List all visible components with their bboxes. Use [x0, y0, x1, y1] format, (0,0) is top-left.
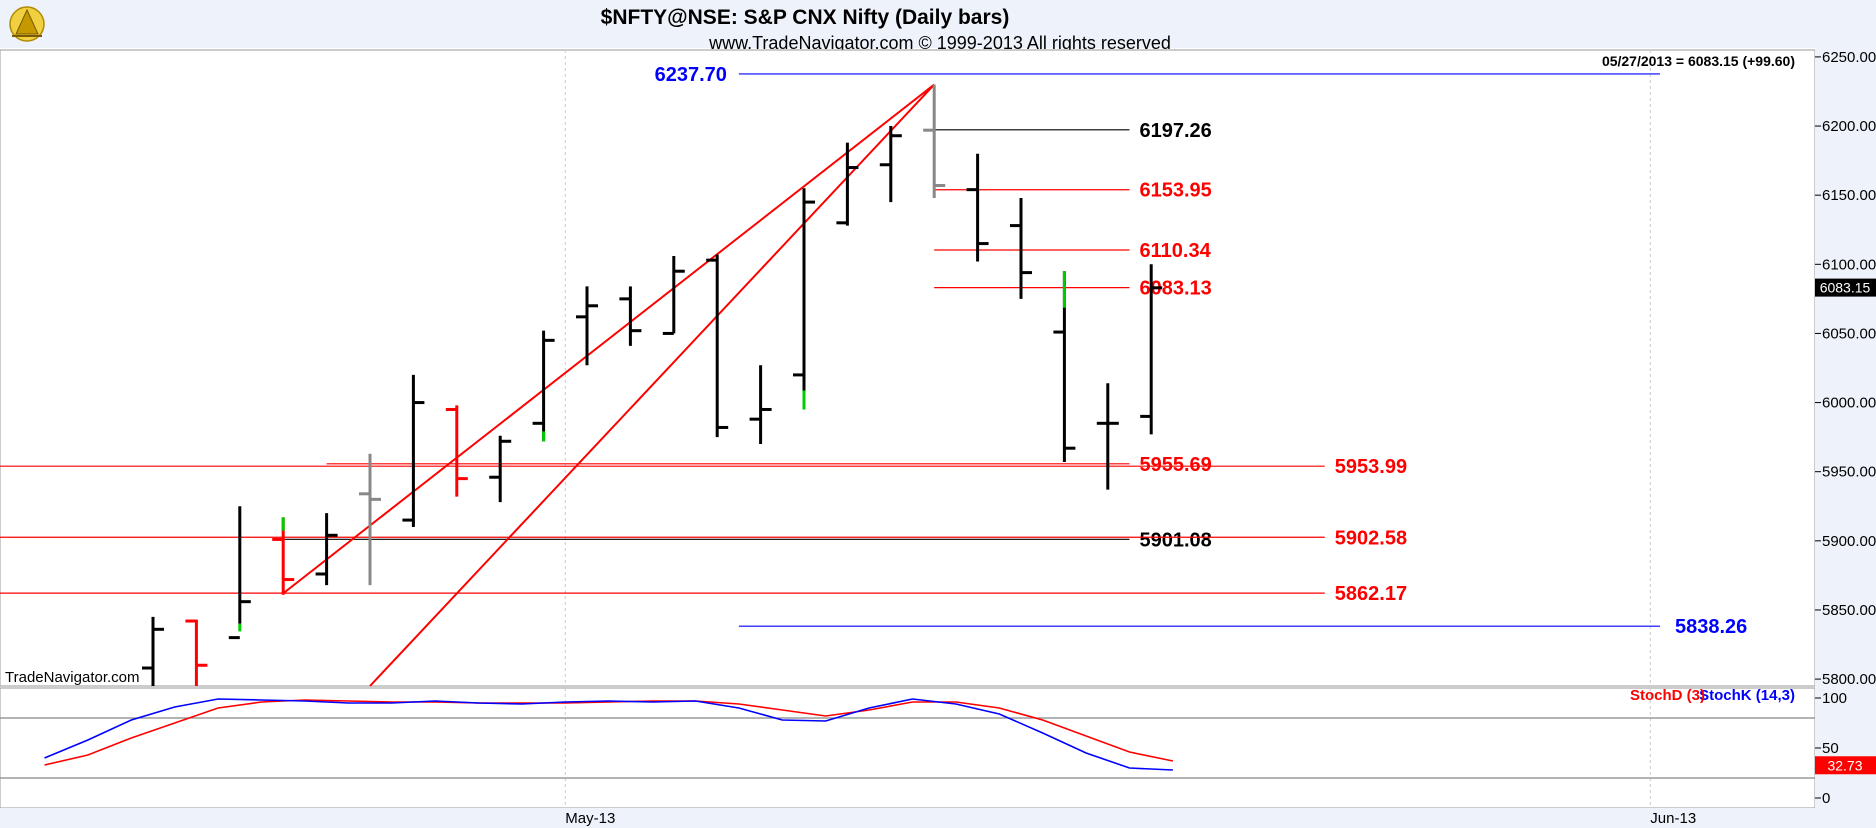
date-axis: May-13 Jun-13 — [565, 810, 1696, 827]
chart-copyright: www.TradeNavigator.com © 1999-2013 All r… — [708, 33, 1171, 53]
price-bar — [1010, 197, 1032, 299]
level-label: 6237.70 — [655, 64, 727, 86]
trendline — [282, 83, 935, 595]
stoch-legend-entry: StochD (3) — [1630, 687, 1705, 704]
date-axis-label: May-13 — [565, 810, 615, 827]
right-axis-band — [1815, 48, 1876, 808]
price-bar — [272, 517, 295, 595]
trendline — [369, 83, 935, 687]
price-bar — [619, 286, 642, 346]
watermark: TradeNavigator.com — [5, 669, 140, 686]
price-panel-frame — [0, 49, 1816, 687]
stoch-legend: StochK (14,3)StochD (3) — [1630, 687, 1795, 704]
price-grid — [564, 50, 1651, 686]
logo-icon — [9, 6, 45, 42]
header-band — [0, 0, 1876, 48]
price-bar — [749, 365, 772, 445]
date-axis-band — [0, 808, 1876, 828]
stoch-axis-label: 0 — [1822, 790, 1830, 807]
level-label: 6110.34 — [1140, 240, 1212, 262]
price-bar — [576, 286, 598, 366]
price-bar — [142, 616, 164, 686]
level-label: 6153.95 — [1140, 180, 1212, 202]
price-axis: 5800.00 5850.00 5900.00 5950.00 6000.00 6050.… — [1815, 49, 1876, 688]
price-bar — [445, 405, 468, 497]
price-bar — [706, 254, 729, 438]
stoch-axis: 0 50 100 — [1815, 690, 1847, 807]
price-bar — [532, 330, 555, 442]
stoch-grid — [0, 688, 1815, 808]
svg-text:6083.15: 6083.15 — [1820, 280, 1871, 296]
stoch-value-tag: 32.73 — [1815, 756, 1876, 775]
svg-text:32.73: 32.73 — [1827, 757, 1862, 773]
date-axis-label: Jun-13 — [1650, 810, 1696, 827]
price-axis-label: 6050.00 — [1822, 325, 1876, 342]
price-bar — [359, 453, 381, 586]
level-label: 5838.26 — [1675, 616, 1747, 638]
last-price-tag: 6083.15 — [1815, 278, 1876, 297]
price-bar — [402, 374, 425, 527]
price-axis-label: 5800.00 — [1822, 671, 1876, 688]
level-label: 6083.13 — [1140, 278, 1212, 300]
price-bar — [662, 256, 685, 335]
stoch-axis-label: 50 — [1822, 740, 1839, 757]
price-bar — [315, 513, 338, 586]
price-bar — [923, 84, 946, 198]
price-axis-label: 5850.00 — [1822, 602, 1876, 619]
stoch-panel-frame — [0, 687, 1816, 809]
price-axis-label: 6100.00 — [1822, 256, 1876, 273]
level-label: 5955.69 — [1140, 454, 1212, 476]
price-bar — [185, 619, 208, 686]
price-axis-label: 5950.00 — [1822, 464, 1876, 481]
level-label: 5901.08 — [1140, 529, 1212, 551]
stoch-legend-entry: StochK (14,3) — [1699, 687, 1795, 704]
price-bar — [228, 506, 251, 640]
price-bar — [489, 435, 512, 503]
price-bar — [1140, 264, 1163, 435]
price-bar — [836, 142, 859, 226]
level-label: 5902.58 — [1335, 527, 1407, 549]
price-bar — [879, 126, 902, 203]
price-axis-label: 6150.00 — [1822, 187, 1876, 204]
price-bar — [793, 188, 815, 410]
stoch-series-line — [44, 698, 1173, 771]
price-axis-label: 6000.00 — [1822, 395, 1876, 412]
price-bar — [966, 153, 989, 262]
price-bar — [1053, 271, 1076, 463]
price-bars — [142, 84, 1163, 686]
level-label: 5953.99 — [1335, 456, 1407, 478]
price-axis-label: 5900.00 — [1822, 533, 1876, 550]
trendlines — [282, 83, 935, 687]
stoch-axis-label: 100 — [1822, 690, 1847, 707]
level-label: 5862.17 — [1335, 583, 1407, 605]
price-axis-label: 6250.00 — [1822, 49, 1876, 66]
chart-title: $NFTY@NSE: S&P CNX Nifty (Daily bars) — [601, 6, 1010, 29]
stoch-series-line — [44, 699, 1174, 766]
price-bar — [1096, 383, 1119, 490]
level-label: 6197.26 — [1140, 120, 1212, 142]
stochastic-lines — [44, 698, 1174, 771]
last-value-label: 05/27/2013 = 6083.15 (+99.60) — [1602, 53, 1795, 69]
price-axis-label: 6200.00 — [1822, 118, 1876, 135]
